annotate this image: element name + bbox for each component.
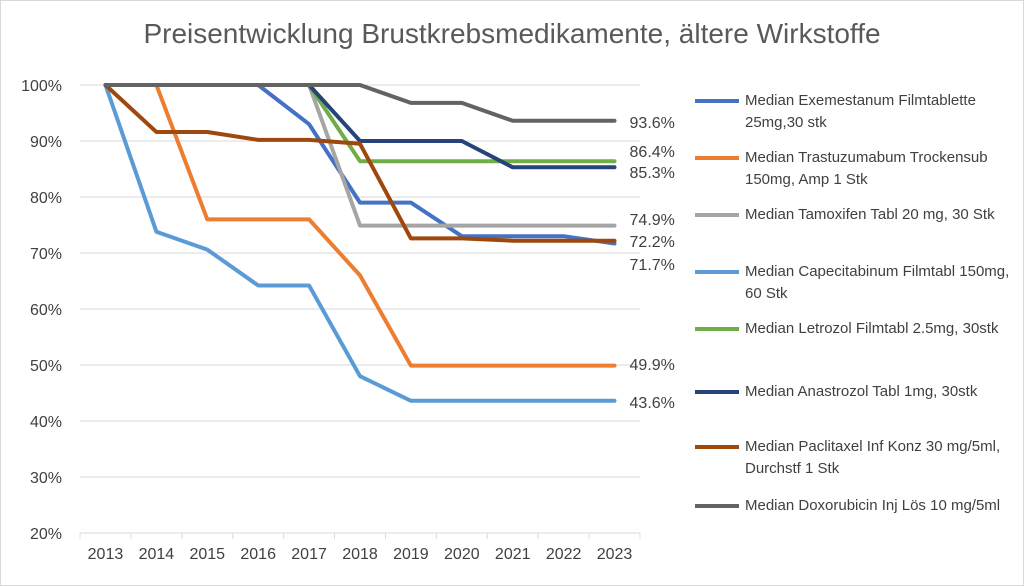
legend-item: Median Doxorubicin Inj Lös 10 mg/5ml — [695, 495, 1015, 517]
x-tick-label: 2016 — [240, 546, 276, 563]
x-tick-label: 2022 — [546, 546, 582, 563]
x-tick-label: 2014 — [139, 546, 175, 563]
end-value-label: 74.9% — [630, 212, 675, 229]
x-tick-label: 2020 — [444, 546, 480, 563]
end-value-label: 72.2% — [630, 234, 675, 251]
end-value-label: 93.6% — [630, 115, 675, 132]
x-tick-label: 2019 — [393, 546, 429, 563]
legend-swatch — [695, 390, 739, 394]
legend-label: Median Letrozol Filmtabl 2.5mg, 30stk — [745, 320, 999, 337]
x-tick-label: 2021 — [495, 546, 531, 563]
legend-label: Median Doxorubicin Inj Lös 10 mg/5ml — [745, 497, 1001, 514]
x-tick-label: 2023 — [597, 546, 633, 563]
legend-swatch — [695, 213, 739, 217]
legend-swatch — [695, 327, 739, 331]
legend-label: Median Anastrozol Tabl 1mg, 30stk — [745, 383, 978, 400]
x-tick-label: 2013 — [88, 546, 124, 563]
series-line-1 — [154, 83, 617, 368]
x-tick-label: 2017 — [291, 546, 327, 563]
y-tick-label: 80% — [30, 190, 62, 207]
x-tick-label: 2018 — [342, 546, 378, 563]
series-lines — [103, 83, 617, 403]
series-line-2 — [307, 83, 617, 228]
legend-item: Median Anastrozol Tabl 1mg, 30stk — [695, 381, 1015, 403]
series-line-3 — [103, 83, 617, 403]
legend-label: Median Trastuzumabum Trockensub 150mg, A… — [745, 149, 988, 188]
end-value-label: 71.7% — [630, 257, 675, 274]
legend-item: Median Exemestanum Filmtablette 25mg,30 … — [695, 90, 1015, 134]
legend-item: Median Letrozol Filmtabl 2.5mg, 30stk — [695, 318, 1015, 340]
y-tick-label: 60% — [30, 302, 62, 319]
legend-label: Median Capecitabinum Filmtabl 150mg, 60 … — [745, 263, 1010, 302]
y-tick-label: 100% — [21, 78, 62, 95]
end-value-label: 86.4% — [630, 144, 675, 161]
legend-swatch — [695, 504, 739, 508]
y-tick-label: 30% — [30, 470, 62, 487]
legend-item: Median Paclitaxel Inf Konz 30 mg/5ml, Du… — [695, 436, 1015, 480]
end-labels: 71.7% 49.9% 74.9% 43.6% 86.4% 85.3% 72.2% 93.6% — [630, 115, 675, 412]
y-axis-labels: 20% 30% 40% 50% 60% 70% 80% 90% 100% — [21, 78, 62, 543]
legend-item: Median Trastuzumabum Trockensub 150mg, A… — [695, 147, 1015, 191]
series-line-7 — [103, 83, 617, 123]
y-tick-label: 50% — [30, 358, 62, 375]
x-tick-label: 2015 — [189, 546, 225, 563]
end-value-label: 43.6% — [630, 395, 675, 412]
legend-swatch — [695, 156, 739, 160]
series-line-6 — [103, 83, 617, 243]
chart-title: Preisentwicklung Brustkrebsmedikamente, … — [143, 18, 881, 49]
legend-swatch — [695, 270, 739, 274]
x-axis-labels: 2013 2014 2015 2016 2017 2018 2019 2020 2021 2022… — [79, 533, 641, 563]
legend-item: Median Capecitabinum Filmtabl 150mg, 60 … — [695, 261, 1015, 305]
y-tick-label: 40% — [30, 414, 62, 431]
legend-item: Median Tamoxifen Tabl 20 mg, 30 Stk — [695, 204, 1015, 226]
end-value-label: 85.3% — [630, 165, 675, 182]
legend-swatch — [695, 445, 739, 449]
series-line-4 — [307, 83, 617, 164]
legend-swatch — [695, 99, 739, 103]
series-line-5 — [307, 83, 617, 170]
legend-label: Median Paclitaxel Inf Konz 30 mg/5ml, Du… — [745, 438, 1001, 477]
gridlines — [80, 84, 640, 534]
y-tick-label: 70% — [30, 246, 62, 263]
y-tick-label: 90% — [30, 134, 62, 151]
end-value-label: 49.9% — [630, 357, 675, 374]
y-tick-label: 20% — [30, 526, 62, 543]
legend-label: Median Exemestanum Filmtablette 25mg,30 … — [745, 92, 976, 131]
legend-label: Median Tamoxifen Tabl 20 mg, 30 Stk — [745, 206, 995, 223]
